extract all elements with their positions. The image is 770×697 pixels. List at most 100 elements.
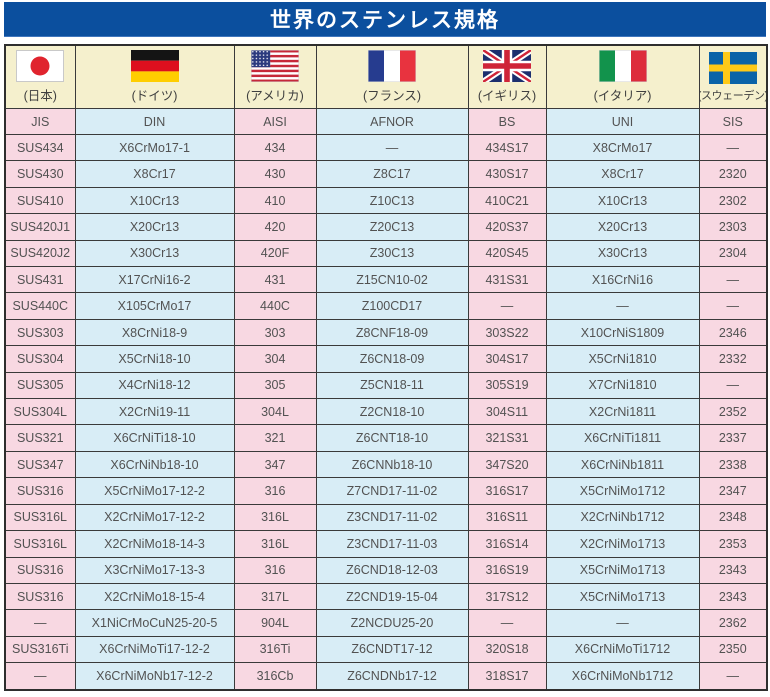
cell-uni: X5CrNiMo1713	[545, 582, 700, 611]
cell-jis: SUS316L	[4, 503, 76, 532]
country-cell-italy: (イタリア)	[545, 44, 700, 109]
cell-din: X2CrNiMo18-14-3	[74, 530, 235, 558]
cell-afnor: Z100CD17	[315, 292, 469, 320]
cell-uni: X16CrNi16	[545, 266, 700, 294]
cell-jis: SUS305	[4, 371, 76, 400]
cell-bs: 316S11	[467, 503, 547, 532]
table-row: SUS303 X8CrNi18-9 303 Z8CNF18-09 303S22 X10Cr…	[4, 318, 768, 347]
cell-din: X6CrMo17-1	[74, 133, 235, 162]
table-row: SUS316 X3CrNiMo17-13-3 316 Z6CND18-12-03 316…	[4, 556, 768, 584]
cell-uni: X2CrNi1811	[545, 398, 700, 426]
cell-sis: 2320	[698, 160, 768, 188]
cell-jis: —	[4, 662, 76, 691]
cell-uni: —	[545, 609, 700, 637]
country-label: (アメリカ)	[246, 89, 304, 103]
stainless-standards-table: (日本) (ドイツ)	[4, 44, 768, 691]
cell-sis: 2347	[698, 477, 768, 505]
cell-afnor: Z5CN18-11	[315, 371, 469, 400]
cell-din: X5CrNiMo17-12-2	[74, 477, 235, 505]
cell-bs: —	[467, 609, 547, 637]
cell-uni: X5CrNiMo1712	[545, 477, 700, 505]
standards-header-row: JIS DIN AISI AFNOR BS UNI SIS	[4, 108, 768, 135]
cell-din: X1NiCrMoCuN25-20-5	[74, 609, 235, 637]
italy-flag-icon	[598, 50, 647, 82]
cell-sis: 2348	[698, 503, 768, 532]
cell-bs: 304S11	[467, 398, 547, 426]
cell-jis: SUS304	[4, 345, 76, 373]
cell-sis: 2353	[698, 530, 768, 558]
cell-uni: X6CrNiNb1811	[545, 450, 700, 479]
cell-jis: SUS420J1	[4, 213, 76, 241]
cell-din: X3CrNiMo17-13-3	[74, 556, 235, 584]
cell-sis: 2343	[698, 556, 768, 584]
cell-jis: SUS420J2	[4, 239, 76, 268]
country-cell-germany: (ドイツ)	[74, 44, 235, 109]
cell-din: X6CrNiTi18-10	[74, 424, 235, 452]
cell-jis: SUS434	[4, 133, 76, 162]
usa-flag-icon	[251, 50, 299, 82]
cell-din: X5CrNi18-10	[74, 345, 235, 373]
cell-din: X2CrNiMo18-15-4	[74, 582, 235, 611]
cell-bs: 305S19	[467, 371, 547, 400]
cell-din: X4CrNi18-12	[74, 371, 235, 400]
cell-din: X6CrNiMoTi17-12-2	[74, 635, 235, 664]
column-header-uni: UNI	[545, 108, 700, 135]
standards-table-body: SUS434 X6CrMo17-1 434—434S17 X8CrMo17— SUS43…	[4, 133, 768, 691]
table-row: — X1NiCrMoCuN25-20-5 904L Z2NCDU25-20— —2362	[4, 609, 768, 637]
cell-aisi: 305	[233, 371, 317, 400]
cell-aisi: 316L	[233, 503, 317, 532]
cell-aisi: 316Cb	[233, 662, 317, 691]
cell-jis: SUS316L	[4, 530, 76, 558]
cell-bs: 317S12	[467, 582, 547, 611]
cell-jis: SUS431	[4, 266, 76, 294]
cell-aisi: 316L	[233, 530, 317, 558]
cell-bs: 316S14	[467, 530, 547, 558]
cell-uni: X2CrNiNb1712	[545, 503, 700, 532]
table-row: SUS420J2 X30Cr13 420F Z30C13 420S45 X30Cr13 23…	[4, 239, 768, 268]
cell-sis: —	[698, 133, 768, 162]
cell-aisi: 904L	[233, 609, 317, 637]
table-row: SUS440C X105CrMo17 440C Z100CD17— — —	[4, 292, 768, 320]
cell-sis: —	[698, 371, 768, 400]
cell-sis: 2337	[698, 424, 768, 452]
cell-afnor: Z6CNDNb17-12	[315, 662, 469, 691]
cell-bs: 434S17	[467, 133, 547, 162]
cell-afnor: Z2CND19-15-04	[315, 582, 469, 611]
cell-sis: 2362	[698, 609, 768, 637]
table-row: SUS316Ti X6CrNiMoTi17-12-2 316Ti Z6CNDT17-1…	[4, 635, 768, 664]
cell-afnor: Z2CN18-10	[315, 398, 469, 426]
cell-aisi: 347	[233, 450, 317, 479]
cell-din: X6CrNiMoNb17-12-2	[74, 662, 235, 691]
column-header-bs: BS	[467, 108, 547, 135]
cell-din: X30Cr13	[74, 239, 235, 268]
cell-din: X2CrNiMo17-12-2	[74, 503, 235, 532]
germany-flag-icon	[130, 50, 179, 82]
cell-afnor: Z15CN10-02	[315, 266, 469, 294]
cell-sis: 2304	[698, 239, 768, 268]
cell-aisi: 430	[233, 160, 317, 188]
cell-aisi: 431	[233, 266, 317, 294]
france-flag-icon	[368, 50, 416, 82]
cell-aisi: 316	[233, 556, 317, 584]
cell-sis: —	[698, 292, 768, 320]
cell-afnor: Z6CNNb18-10	[315, 450, 469, 479]
cell-aisi: 316	[233, 477, 317, 505]
cell-aisi: 317L	[233, 582, 317, 611]
table-row: SUS316 X5CrNiMo17-12-2 316 Z7CND17-11-02 316…	[4, 477, 768, 505]
cell-din: X8CrNi18-9	[74, 318, 235, 347]
cell-uni: —	[545, 292, 700, 320]
column-header-din: DIN	[74, 108, 235, 135]
page-title: 世界のステンレス規格	[270, 9, 500, 32]
cell-jis: SUS410	[4, 186, 76, 215]
cell-bs: 431S31	[467, 266, 547, 294]
country-cell-usa: (アメリカ)	[233, 44, 317, 109]
cell-bs: 318S17	[467, 662, 547, 691]
cell-aisi: 420F	[233, 239, 317, 268]
country-label: (スウェーデン)	[699, 89, 767, 102]
cell-sis: 2303	[698, 213, 768, 241]
cell-sis: 2346	[698, 318, 768, 347]
cell-afnor: Z3CND17-11-03	[315, 530, 469, 558]
cell-afnor: Z7CND17-11-02	[315, 477, 469, 505]
table-row: — X6CrNiMoNb17-12-2 316Cb Z6CNDNb17-12 318S1…	[4, 662, 768, 691]
cell-din: X2CrNi19-11	[74, 398, 235, 426]
